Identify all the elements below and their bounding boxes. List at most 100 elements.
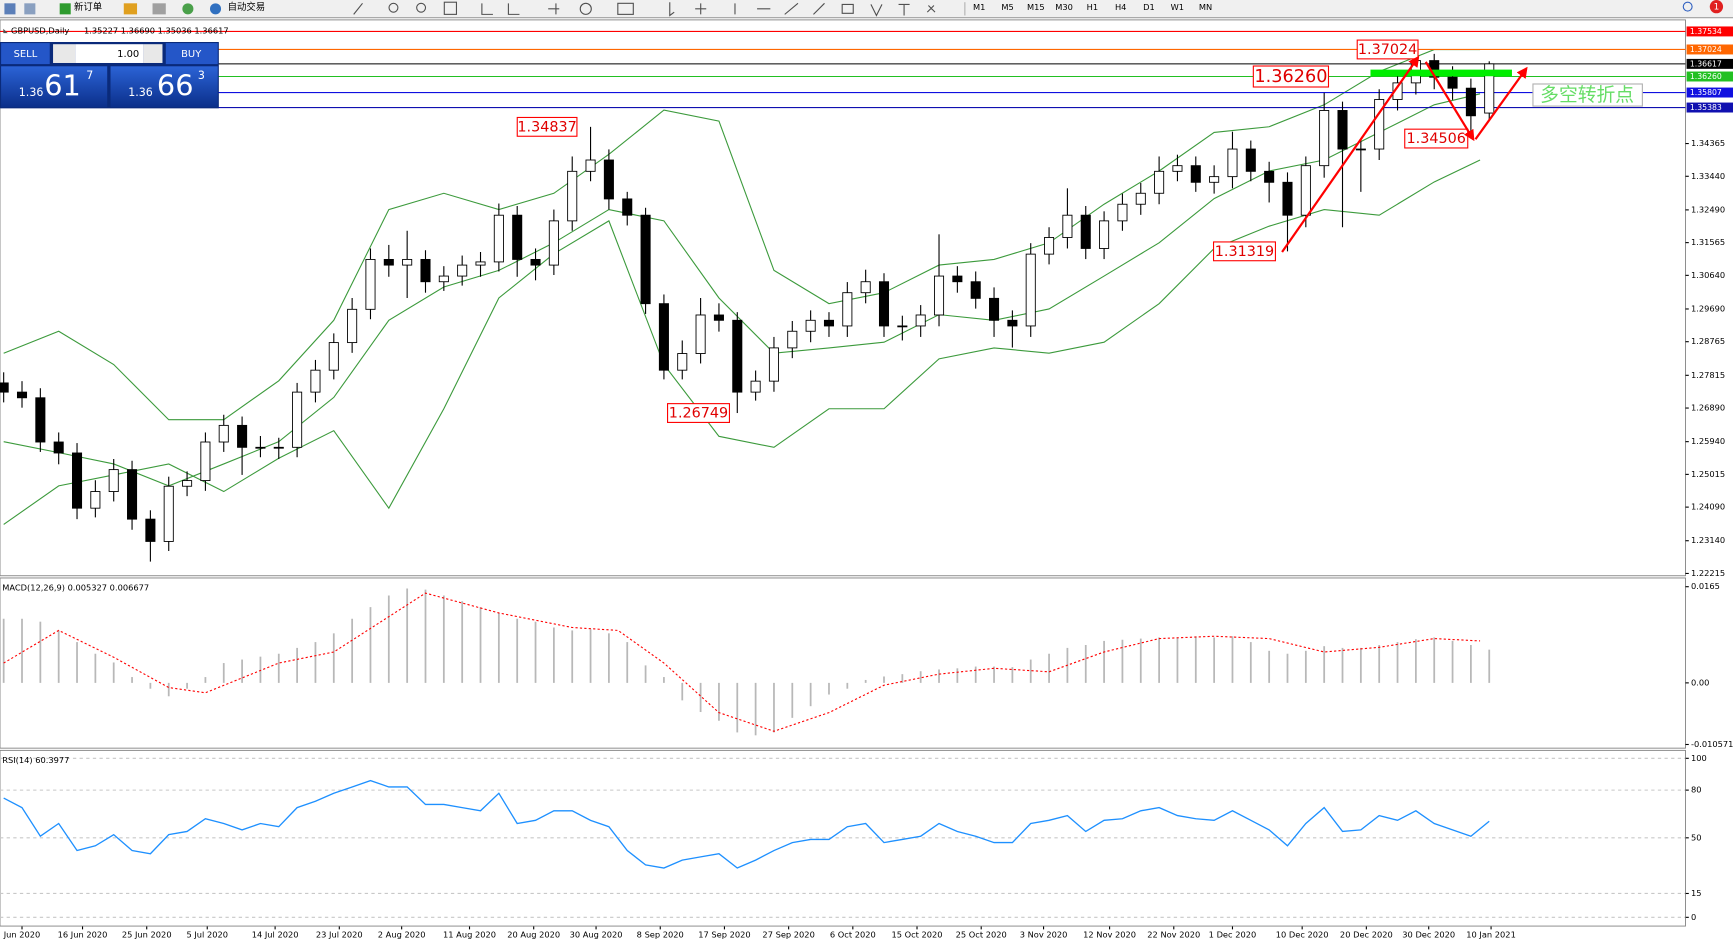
candle-body — [1337, 110, 1348, 150]
icon[interactable] — [152, 3, 166, 15]
icon[interactable] — [4, 3, 16, 15]
lot-input[interactable] — [75, 44, 144, 63]
candle-body — [658, 303, 669, 371]
icon[interactable] — [182, 3, 194, 15]
callout: 多空转折点 — [1540, 84, 1634, 106]
lot-up[interactable] — [143, 44, 163, 63]
chart-title: GBPUSD,Daily — [11, 25, 69, 35]
sell-button[interactable] — [1, 43, 50, 65]
candle-body — [1117, 203, 1128, 222]
bollinger-band — [3, 159, 1481, 525]
badge[interactable] — [1709, 0, 1724, 14]
price-annotation-box — [1356, 39, 1419, 60]
buy-price-big: 1.36 — [128, 86, 153, 99]
icon[interactable] — [24, 3, 36, 15]
lot-value: 1.00 — [117, 49, 139, 60]
price-annotation-box — [667, 403, 731, 423]
new-order-button[interactable]: 新订单 — [74, 1, 102, 13]
price-annotation: 1.34837 — [517, 119, 576, 135]
timeframes: M1 M5 M15 M30 H1 H4 D1 W1 MN — [973, 2, 1212, 12]
arrow-down — [1424, 61, 1475, 142]
candle-body — [787, 330, 798, 349]
price-level-label: 1.35807 — [1690, 88, 1722, 97]
x-tick-label: 22 Nov 2020 — [1147, 929, 1200, 939]
candle-body — [0, 382, 9, 393]
buy-price-fraction: 3 — [198, 69, 205, 82]
candle-body — [1172, 165, 1183, 172]
candle-body — [273, 446, 284, 449]
lot-down[interactable] — [53, 44, 76, 63]
zoom-in[interactable] — [388, 2, 399, 13]
price-level-label: 1.36617 — [1690, 59, 1722, 68]
timeframe-button[interactable]: M1 — [973, 2, 985, 12]
candle-body — [1374, 99, 1385, 150]
candle-body — [53, 441, 64, 454]
x-tick-label: 12 Nov 2020 — [1083, 929, 1136, 939]
y-tick-label: 0.0165 — [1691, 581, 1720, 591]
price-level-label: 1.37534 — [1690, 27, 1722, 36]
tile[interactable] — [443, 1, 458, 15]
y-tick-label: 1.29690 — [1691, 303, 1725, 313]
timeframe-button[interactable]: M15 — [1027, 2, 1045, 12]
candle-body — [145, 518, 156, 542]
candle-body — [512, 214, 523, 260]
buy-label: BUY — [181, 49, 202, 60]
sell-price-box[interactable] — [1, 66, 108, 108]
y-tick-label: 1.23140 — [1691, 535, 1725, 545]
candle-body — [1135, 192, 1146, 205]
price-level-tag — [1686, 87, 1733, 98]
candle-body — [1209, 176, 1220, 183]
timeframe-button[interactable]: M30 — [1055, 2, 1073, 12]
candle-body — [438, 275, 449, 283]
candle-body — [640, 214, 651, 305]
y-tick-label: 1.24090 — [1691, 502, 1725, 512]
plots: 1.34365 1.33440 1.32490 1.31565 1.30640 1.296… — [0, 19, 1733, 939]
icons[interactable] — [353, 2, 560, 15]
x-tick-label: 16 Jun 2020 — [58, 929, 108, 939]
macd-signal — [3, 592, 1481, 732]
price-annotation-box — [1212, 241, 1276, 262]
auto-trading-icon[interactable] — [209, 3, 222, 15]
candle-body — [163, 485, 174, 542]
price-level-label: 1.37024 — [1690, 45, 1722, 54]
candle-body — [989, 297, 1000, 321]
new-order-icon[interactable] — [59, 3, 71, 15]
one-click-trading: SELL 1.00 BUY 1.36 61 7 1.36 66 3 — [0, 41, 219, 109]
x-tick-label: 30 Dec 2020 — [1402, 929, 1455, 939]
auto-trading-button[interactable]: 自动交易 — [228, 1, 266, 13]
y-tick-label: 50 — [1691, 832, 1702, 842]
y-tick-label: 15 — [1691, 888, 1702, 898]
timeframe-button[interactable]: M5 — [1001, 2, 1013, 12]
timeframe-button[interactable]: H4 — [1115, 2, 1126, 12]
zoom-out[interactable] — [416, 2, 427, 13]
candle-body — [530, 258, 541, 266]
template[interactable] — [617, 2, 634, 15]
clock[interactable] — [579, 2, 592, 15]
candle-body — [328, 342, 339, 371]
y-tick-label: 0 — [1691, 912, 1696, 922]
icon[interactable] — [123, 3, 138, 15]
candle-body — [402, 258, 413, 266]
candle-body — [218, 424, 229, 443]
buy-button[interactable] — [165, 43, 218, 65]
x-tick-label: 20 Dec 2020 — [1340, 929, 1393, 939]
drawing-tools[interactable] — [669, 2, 936, 17]
timeframe-button[interactable]: MN — [1199, 2, 1212, 12]
price-annotation: 1.37024 — [1358, 42, 1417, 58]
timeframe-button[interactable]: D1 — [1143, 2, 1155, 12]
buy-price-box[interactable] — [110, 66, 218, 108]
buy-price-pips: 66 — [157, 68, 194, 102]
x-tick-label: 23 Jul 2020 — [316, 929, 363, 939]
candle-body — [860, 281, 871, 294]
x-tick-label: 30 Aug 2020 — [570, 929, 623, 939]
x-tick-label: 11 Aug 2020 — [443, 929, 496, 939]
x-tick-label: 25 Oct 2020 — [956, 929, 1007, 939]
bollinger-band — [3, 93, 1481, 487]
timeframe-button[interactable]: W1 — [1171, 2, 1184, 12]
candle-body — [365, 258, 376, 310]
search[interactable] — [1682, 1, 1693, 12]
timeframe-button[interactable]: H1 — [1087, 2, 1098, 12]
candle-body — [1319, 110, 1330, 167]
price-annotation: 1.34506 — [1407, 131, 1466, 147]
